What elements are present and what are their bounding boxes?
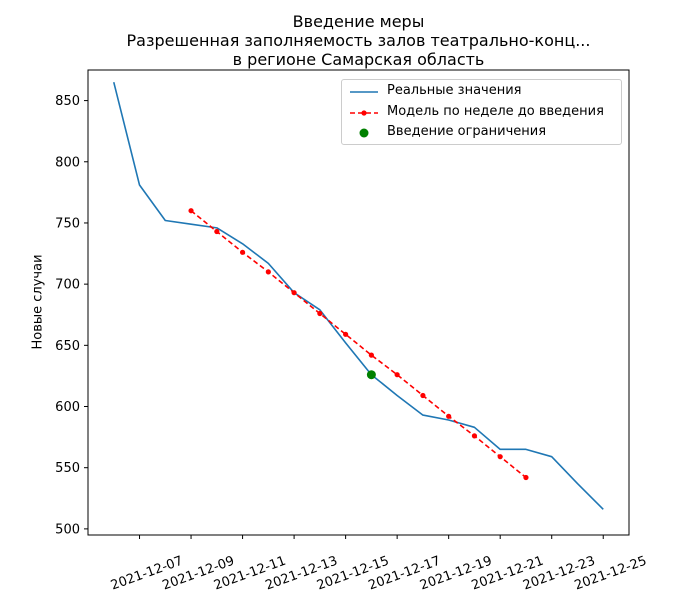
y-tick-label: 750 <box>55 216 80 231</box>
model-point <box>343 331 349 337</box>
model-point <box>265 269 271 275</box>
model-point <box>446 413 452 419</box>
chart-title-line-1: Введение меры <box>292 12 425 31</box>
plot-frame <box>87 69 630 536</box>
y-tick-label: 850 <box>55 94 80 109</box>
model-point <box>497 454 503 460</box>
y-axis-label: Новые случаи <box>30 254 46 350</box>
model-point <box>317 310 323 317</box>
series-line-actual <box>112 82 604 510</box>
model-point <box>188 208 194 214</box>
legend-swatch-model <box>350 110 378 116</box>
y-tick-label: 550 <box>55 461 80 476</box>
model-point <box>368 352 374 358</box>
y-tick-label: 500 <box>55 522 80 537</box>
y-tick-label: 600 <box>55 400 80 415</box>
legend: Реальные значения Модель по неделе до вв… <box>341 79 622 145</box>
model-point <box>291 290 297 296</box>
y-tick-label: 700 <box>55 278 80 293</box>
legend-label-intervention: Введение ограничения <box>387 124 547 139</box>
chart-title-line-3: в регионе Самарская область <box>232 50 485 69</box>
chart-title-line-2: Разрешенная заполняемость залов театраль… <box>126 31 591 50</box>
y-tick-label: 650 <box>55 339 80 354</box>
model-point <box>523 474 529 481</box>
y-tick-label: 800 <box>55 155 80 170</box>
model-point <box>214 228 220 235</box>
legend-swatch-actual <box>350 91 378 93</box>
model-point <box>471 433 478 439</box>
legend-item-intervention: Введение ограничения <box>342 123 621 143</box>
legend-item-model: Модель по неделе до введения <box>342 103 621 123</box>
model-point <box>420 392 426 399</box>
intervention-point <box>366 370 376 380</box>
model-point <box>394 372 400 378</box>
legend-label-actual: Реальные значения <box>387 83 522 98</box>
series-line-model <box>190 210 527 479</box>
legend-label-model: Модель по неделе до введения <box>387 104 604 119</box>
legend-swatch-intervention <box>359 128 369 138</box>
legend-item-actual: Реальные значения <box>342 82 621 102</box>
model-point <box>239 249 246 255</box>
